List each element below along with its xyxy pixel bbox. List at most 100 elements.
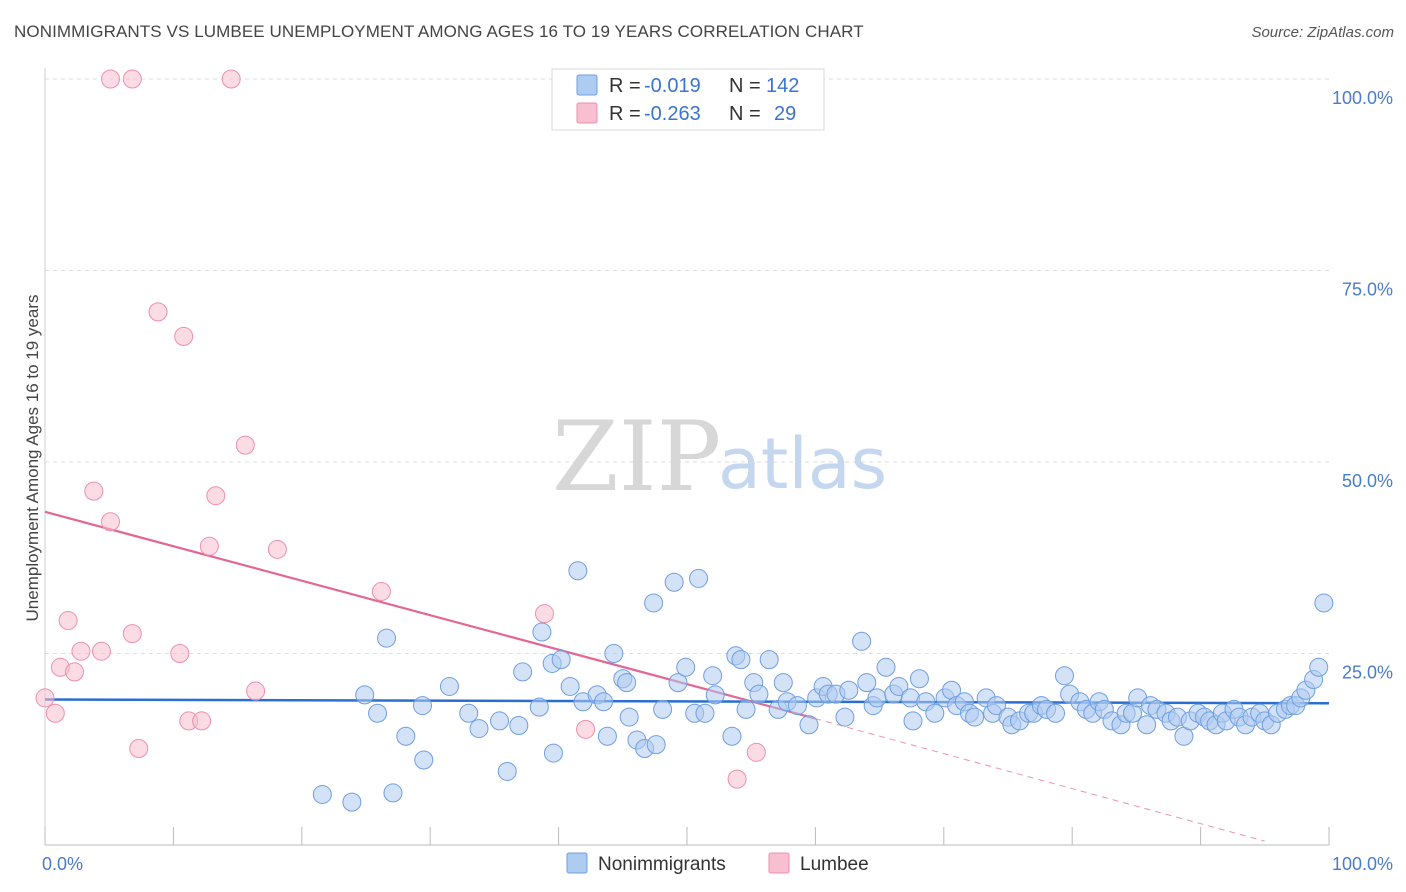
nonimmigrant-point (1137, 715, 1157, 735)
bottom-legend-swatch-lumbee (768, 852, 790, 874)
watermark-atlas: atlas (718, 423, 887, 505)
legend-r-value: -0.263 (644, 103, 701, 125)
legend-n-value: 29 (774, 103, 796, 125)
lumbee-point (746, 742, 766, 762)
lumbee-point (727, 769, 747, 789)
lumbee-point (58, 611, 78, 631)
nonimmigrant-point (594, 692, 614, 712)
legend-r-value: -0.019 (644, 75, 701, 97)
nonimmigrant-point (604, 644, 624, 663)
bottom-legend-swatch-nonimmigrants (566, 852, 588, 874)
y-tick-label: 75.0% (1342, 280, 1393, 300)
nonimmigrant-point (646, 735, 666, 755)
legend-r-label: R = (609, 75, 641, 97)
nonimmigrant-point (889, 676, 909, 696)
nonimmigrant-point (1046, 703, 1066, 723)
nonimmigrant-point (925, 703, 945, 723)
nonimmigrant-point (396, 726, 416, 746)
bottom-legend-nonimmigrants: Nonimmigrants (566, 852, 726, 875)
lumbee-trend-line (44, 510, 816, 720)
nonimmigrant-point (368, 703, 388, 723)
x-tick-label: 0.0% (42, 854, 83, 874)
nonimmigrant-point (597, 726, 617, 746)
nonimmigrant-point (759, 650, 779, 670)
nonimmigrant-point (342, 792, 362, 812)
nonimmigrant-point (532, 622, 552, 642)
nonimmigrant-point (965, 707, 985, 727)
nonimmigrant-point (1314, 593, 1334, 613)
source-credit: Source: ZipAtlas.com (1251, 24, 1394, 41)
nonimmigrant-point (722, 726, 742, 746)
nonimmigrant-point (529, 697, 549, 717)
lumbee-point (170, 644, 190, 663)
y-axis-label: Unemployment Among Ages 16 to 19 years (23, 295, 42, 622)
lumbee-point (100, 512, 120, 532)
lumbee-point (246, 681, 266, 701)
legend-n-label: N = (729, 75, 761, 97)
lumbee-points (35, 69, 766, 789)
nonimmigrant-point (676, 657, 696, 677)
lumbee-point (45, 703, 65, 723)
nonimmigrant-point (1309, 657, 1329, 677)
nonimmigrant-point (876, 657, 896, 677)
nonimmigrant-point (617, 673, 637, 693)
watermark-zip: ZIP (552, 401, 721, 513)
nonimmigrant-point (668, 673, 688, 693)
nonimmigrant-point (731, 650, 751, 670)
nonimmigrant-point (459, 703, 479, 723)
nonimmigrant-point (377, 628, 397, 648)
nonimmigrant-points (312, 561, 1334, 812)
nonimmigrant-point (703, 666, 723, 686)
bottom-legend-label: Lumbee (800, 854, 869, 875)
nonimmigrant-point (664, 572, 684, 592)
nonimmigrant-point (568, 561, 588, 581)
nonimmigrant-point (787, 696, 807, 716)
nonimmigrant-point (736, 699, 756, 719)
lumbee-point (100, 69, 120, 89)
x-tick-label: 100.0% (1332, 854, 1393, 874)
legend-n-value: 142 (766, 75, 799, 97)
lumbee-point (65, 662, 85, 682)
lumbee-point (576, 719, 596, 739)
nonimmigrant-point (513, 662, 533, 682)
nonimmigrant-point (852, 631, 872, 651)
lumbee-point (84, 481, 104, 501)
lumbee-trend-extension (815, 718, 1265, 842)
nonimmigrant-point (653, 699, 673, 719)
nonimmigrant-point (509, 716, 529, 736)
nonimmigrant-point (490, 711, 510, 731)
nonimmigrant-point (543, 743, 563, 763)
nonimmigrant-point (835, 707, 855, 727)
nonimmigrant-point (497, 761, 517, 781)
gridlines (45, 78, 1329, 654)
lumbee-point (35, 688, 55, 708)
nonimmigrant-point (414, 750, 434, 770)
lumbee-point (192, 711, 212, 731)
lumbee-point (267, 539, 287, 559)
nonimmigrant-point (469, 719, 489, 739)
watermark: ZIP atlas (552, 401, 887, 513)
legend-row-lumbee: R = -0.263 N = 29 (576, 102, 796, 125)
y-tick-label: 25.0% (1342, 663, 1393, 683)
y-tick-labels: 100.0% 75.0% 50.0% 25.0% (1332, 88, 1393, 683)
x-tick-labels: 0.0% 100.0% (42, 854, 1393, 874)
lumbee-point (91, 641, 111, 661)
nonimmigrant-point (1054, 666, 1074, 686)
nonimmigrant-point (355, 685, 375, 705)
nonimmigrant-point (986, 696, 1006, 716)
nonimmigrant-point (749, 684, 769, 704)
nonimmigrant-point (689, 568, 709, 588)
nonimmigrant-point (695, 703, 715, 723)
nonimmigrants-trend-line (44, 698, 1330, 705)
nonimmigrant-point (644, 593, 664, 613)
lumbee-point (235, 435, 255, 455)
lumbee-point (148, 302, 168, 322)
nonimmigrant-point (412, 696, 432, 716)
nonimmigrant-point (857, 673, 877, 693)
y-tick-label: 100.0% (1332, 88, 1393, 108)
nonimmigrant-point (619, 707, 639, 727)
legend-swatch-nonimmigrants (576, 74, 598, 96)
nonimmigrant-point (867, 688, 887, 708)
legend-swatch-lumbee (576, 102, 598, 124)
